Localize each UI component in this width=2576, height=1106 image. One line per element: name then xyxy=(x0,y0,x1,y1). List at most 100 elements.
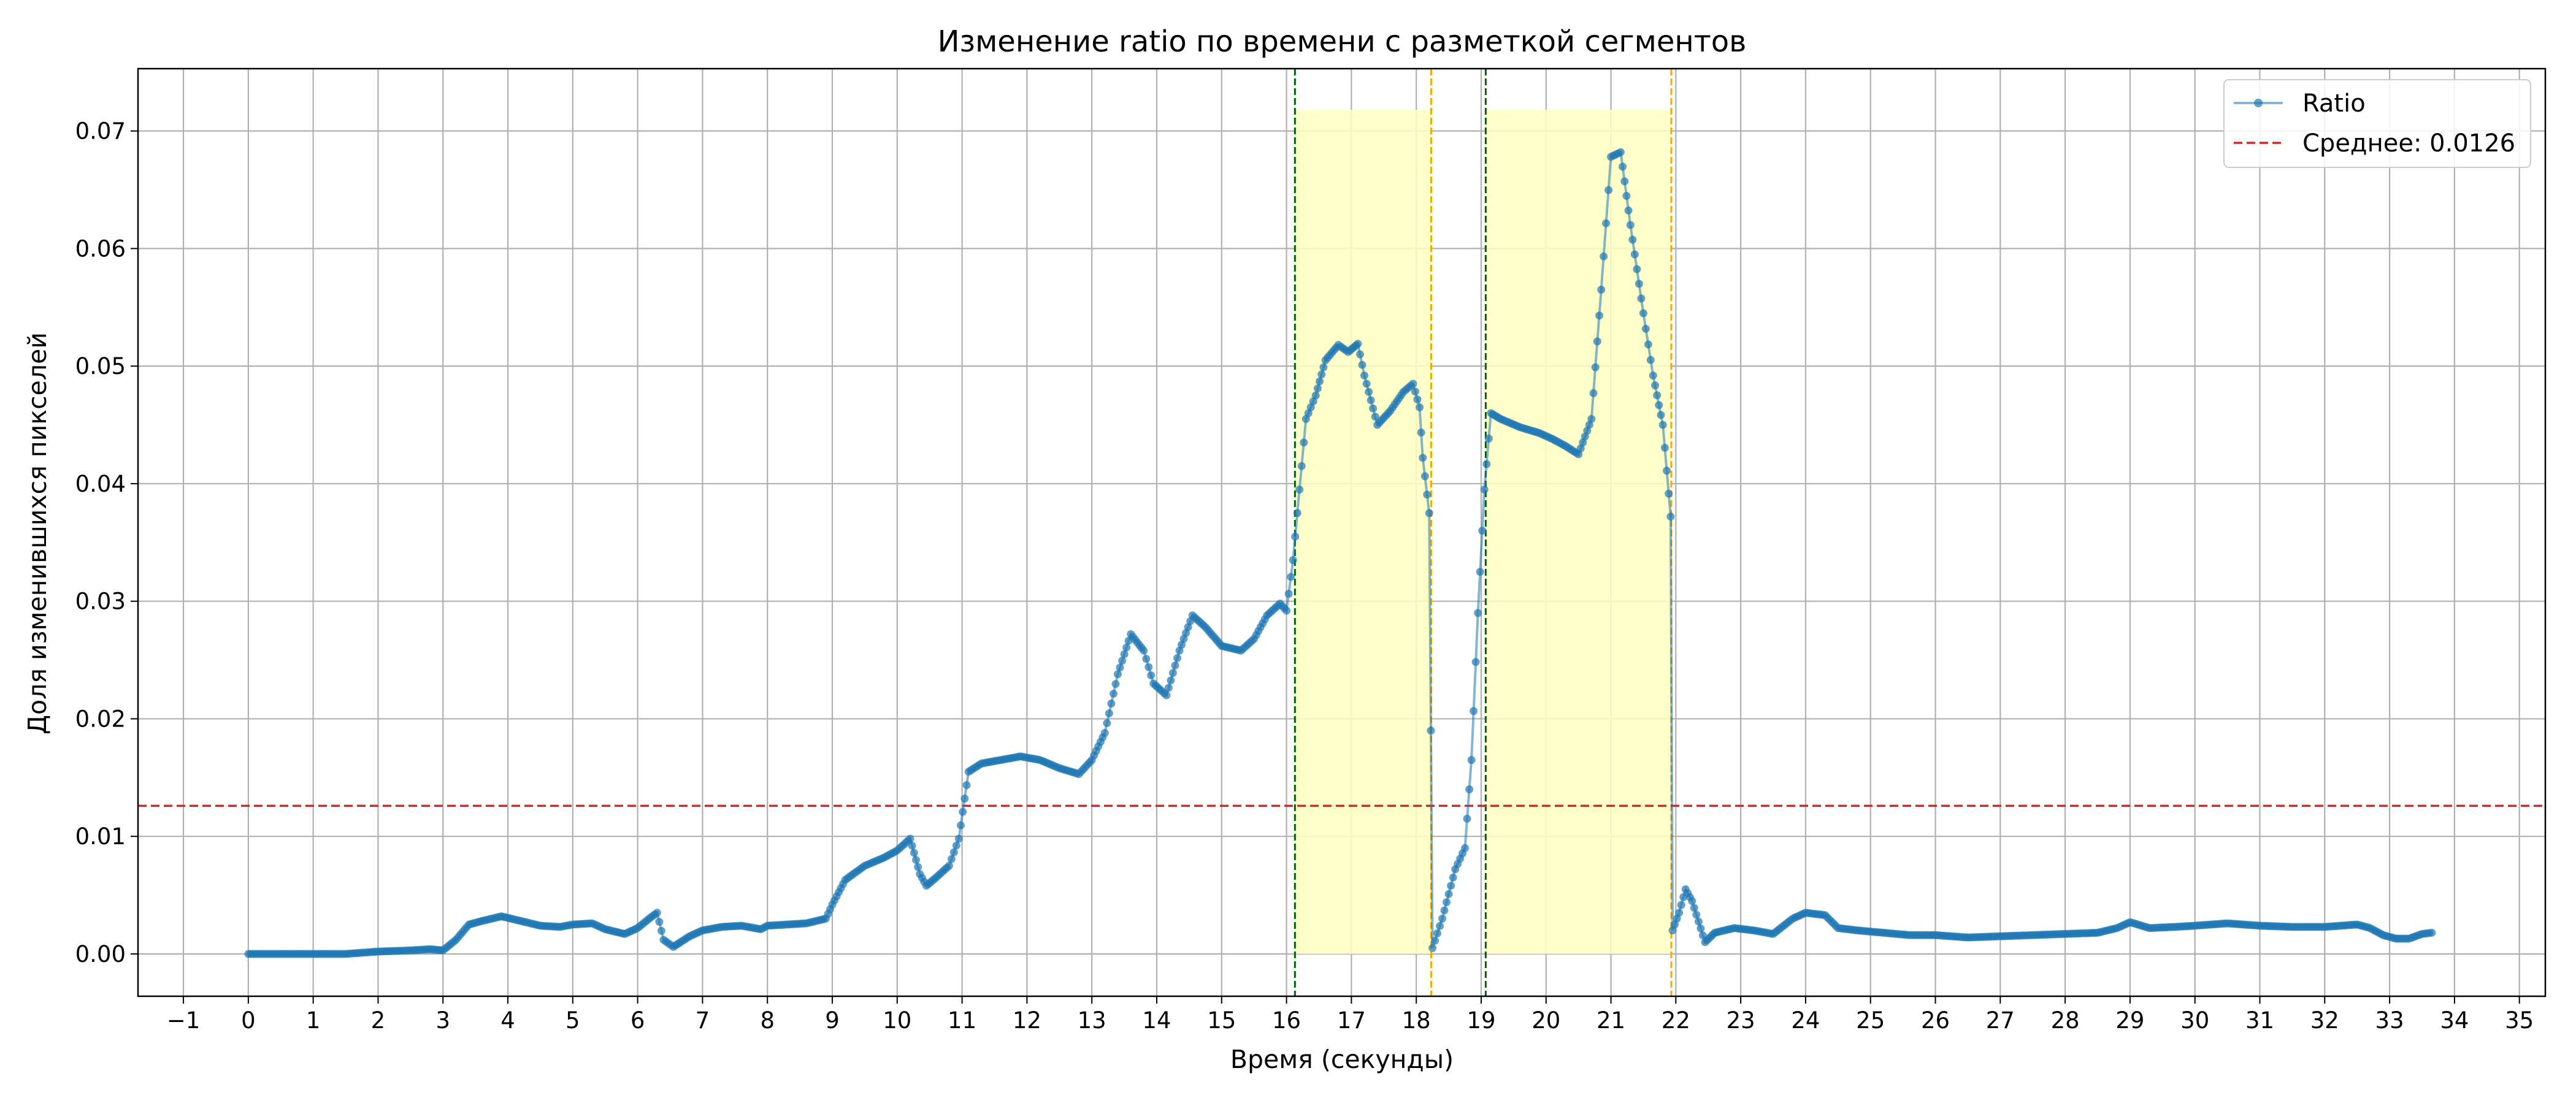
data-point xyxy=(1635,280,1643,288)
data-point xyxy=(1417,429,1425,437)
data-point xyxy=(1657,411,1665,419)
y-axis-label: Доля изменившихся пикселей xyxy=(23,332,52,734)
data-point xyxy=(1474,609,1482,617)
y-tick-label: 0.07 xyxy=(75,118,126,145)
x-tick-label: 15 xyxy=(1207,1007,1236,1034)
data-point xyxy=(1665,489,1673,498)
data-point xyxy=(908,842,916,850)
data-point xyxy=(962,781,971,790)
legend: Ratio Среднее: 0.0126 xyxy=(2223,79,2531,168)
x-tick-label: 24 xyxy=(1791,1007,1820,1034)
data-point xyxy=(1677,901,1685,909)
axes-group: −1 0 1 2 3 4 5 6 7 8 9 10 11 12 13 14 15 16 17 18 19 20 21 22 23… xyxy=(75,67,2547,1034)
data-point xyxy=(1362,379,1371,388)
segment-2-span xyxy=(1485,110,1671,954)
x-tick-label: 22 xyxy=(1662,1007,1690,1034)
data-point xyxy=(1644,340,1652,349)
data-point xyxy=(2428,928,2436,937)
data-point xyxy=(1147,671,1156,679)
data-point xyxy=(1311,391,1320,400)
data-point xyxy=(1103,719,1111,727)
data-point xyxy=(959,807,967,816)
x-tick-label: 33 xyxy=(2375,1007,2404,1034)
data-point xyxy=(1358,360,1367,369)
data-point xyxy=(655,918,664,926)
data-point xyxy=(1431,936,1439,945)
data-point xyxy=(1110,690,1117,698)
legend-ratio-marker xyxy=(2254,99,2263,107)
segment-highlights xyxy=(1294,69,1673,996)
data-point xyxy=(914,863,922,871)
data-point xyxy=(1354,340,1362,348)
x-tick-label: 6 xyxy=(631,1007,645,1034)
data-point xyxy=(1313,384,1322,393)
y-tick-label: 0.02 xyxy=(75,706,126,732)
data-point xyxy=(1287,573,1295,581)
data-point xyxy=(1649,372,1657,379)
data-point xyxy=(1293,509,1301,517)
data-point xyxy=(1162,691,1171,700)
x-tick-label: 0 xyxy=(241,1007,256,1034)
data-point xyxy=(1663,467,1671,475)
x-tick-label: 4 xyxy=(500,1007,515,1034)
legend-mean-label: Среднее: 0.0126 xyxy=(2302,129,2515,158)
data-point xyxy=(1171,662,1179,669)
x-tick-label: 21 xyxy=(1597,1007,1625,1034)
chart-title: Изменение ratio по времени с разметкой с… xyxy=(938,25,1747,59)
data-point xyxy=(1409,379,1417,388)
data-point xyxy=(1413,395,1422,403)
data-point xyxy=(1467,756,1476,765)
x-tick-label: 16 xyxy=(1272,1007,1301,1034)
data-point xyxy=(954,834,963,843)
data-point xyxy=(1438,914,1446,923)
y-tick-label: 0.04 xyxy=(75,471,126,497)
data-point xyxy=(1641,324,1650,333)
x-tick-label: 23 xyxy=(1727,1007,1755,1034)
data-point xyxy=(1696,924,1705,932)
data-point xyxy=(1164,684,1173,692)
data-point xyxy=(1173,654,1181,662)
data-point xyxy=(1142,655,1151,663)
y-tick-label: 0.06 xyxy=(75,235,126,262)
data-point xyxy=(1604,186,1613,194)
x-tick-label: 25 xyxy=(1856,1007,1885,1034)
data-point xyxy=(1480,486,1489,494)
data-point xyxy=(1300,438,1308,447)
data-point xyxy=(1282,606,1291,615)
data-point xyxy=(1637,294,1646,303)
data-point xyxy=(1369,404,1378,413)
data-point xyxy=(1423,490,1432,499)
data-point xyxy=(1626,221,1635,229)
data-point xyxy=(1420,472,1429,481)
data-point xyxy=(1461,844,1469,852)
data-point xyxy=(945,861,953,870)
data-point xyxy=(1587,414,1596,423)
data-point xyxy=(1471,658,1480,666)
y-tick-label: 0.01 xyxy=(75,823,126,850)
data-point xyxy=(1478,527,1487,535)
data-point xyxy=(1482,460,1491,468)
data-point xyxy=(1692,910,1701,919)
data-point xyxy=(1105,709,1113,717)
x-tick-label: 18 xyxy=(1402,1007,1431,1034)
data-point xyxy=(1602,219,1611,227)
data-point xyxy=(910,849,918,857)
data-point xyxy=(1660,443,1669,452)
data-point xyxy=(1619,162,1627,171)
data-point xyxy=(1367,396,1375,405)
data-point xyxy=(1114,670,1122,679)
x-tick-label: 27 xyxy=(1986,1007,2015,1034)
data-point xyxy=(947,855,956,863)
data-point xyxy=(1620,177,1629,186)
data-point xyxy=(1444,890,1453,898)
data-point xyxy=(1476,568,1484,576)
data-point xyxy=(1319,363,1328,372)
y-tick-label: 0.03 xyxy=(75,589,126,615)
data-point xyxy=(1630,250,1639,259)
data-point xyxy=(1443,898,1451,907)
data-point xyxy=(1593,337,1601,346)
x-tick-label: 14 xyxy=(1142,1007,1171,1034)
data-point xyxy=(1140,646,1148,655)
legend-ratio-label: Ratio xyxy=(2302,90,2366,118)
